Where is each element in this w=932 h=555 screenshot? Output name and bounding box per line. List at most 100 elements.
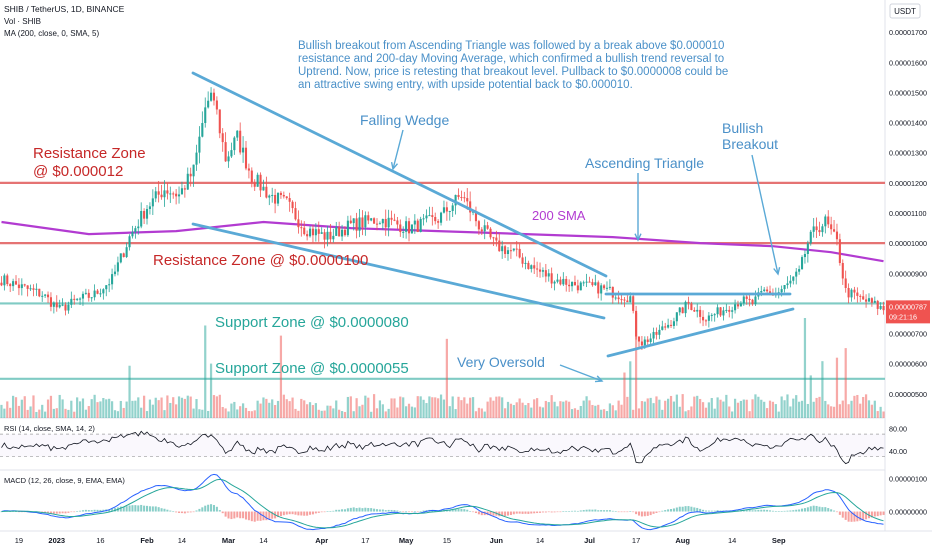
macd-histogram-bar <box>809 506 812 512</box>
volume-bar <box>349 396 352 418</box>
currency-button[interactable] <box>889 3 921 19</box>
rsi-band <box>0 434 885 457</box>
volume-bar <box>326 405 329 418</box>
macd-histogram-bar <box>847 511 850 522</box>
volume-bar <box>428 396 431 418</box>
macd-histogram-bar <box>518 511 521 514</box>
candle-body <box>151 198 154 207</box>
candle-body <box>856 292 859 296</box>
candle-body <box>419 218 422 233</box>
volume-bar <box>448 406 451 418</box>
volume-bar <box>576 409 579 418</box>
rsi-tick-label: 80.00 <box>889 424 907 433</box>
macd-histogram-bar <box>527 511 530 514</box>
rsi-tick-label: 40.00 <box>889 447 907 456</box>
candle-body <box>210 92 213 101</box>
macd-histogram-bar <box>865 511 868 520</box>
bullish-label: Bullish <box>722 120 763 136</box>
volume-bar <box>830 406 833 418</box>
macd-histogram-bar <box>364 507 367 512</box>
candle-body <box>96 290 99 294</box>
macd-histogram-bar <box>632 511 635 513</box>
candle-body <box>876 300 879 309</box>
volume-bar <box>626 396 629 418</box>
falling-wedge-arrow-head <box>390 161 399 171</box>
macd-histogram-bar <box>591 509 594 512</box>
candle-body <box>6 275 9 285</box>
candle-body <box>460 197 463 199</box>
time-tick-label: Sep <box>772 536 786 545</box>
candle-body <box>798 269 801 272</box>
volume-bar <box>189 396 192 418</box>
candle-body <box>678 307 681 313</box>
volume-bar <box>544 400 547 418</box>
volume-bar <box>763 401 766 418</box>
macd-histogram-bar <box>227 511 230 519</box>
volume-bar <box>832 406 836 418</box>
macd-histogram-bar <box>693 507 696 512</box>
volume-bar <box>783 400 786 418</box>
macd-histogram-bar <box>859 511 862 521</box>
candle-body <box>352 218 355 224</box>
candle-body <box>41 295 44 297</box>
candle-body <box>73 298 76 300</box>
volume-bar <box>870 404 874 418</box>
volume-bar <box>687 410 690 418</box>
macd-histogram-bar <box>600 510 603 512</box>
macd-histogram-bar <box>553 511 556 513</box>
volume-bar <box>646 398 649 418</box>
volume-bar <box>536 398 539 418</box>
candle-body <box>244 147 248 169</box>
macd-histogram-bar <box>605 510 609 512</box>
candle-body <box>186 173 189 190</box>
volume-bar <box>859 403 862 418</box>
currency-button-label[interactable]: USDT <box>894 7 916 16</box>
candle-body <box>393 219 396 221</box>
macd-histogram-bar <box>798 509 801 512</box>
macd-histogram-bar <box>204 505 207 512</box>
macd-histogram-bar <box>279 511 282 517</box>
candle-body <box>387 217 390 228</box>
volume-bar <box>393 398 396 418</box>
volume-bar <box>556 406 559 418</box>
candle-body <box>538 269 542 272</box>
candle-body <box>288 198 291 202</box>
volume-bars <box>0 313 885 418</box>
macd-histogram-bar <box>178 511 181 513</box>
volume-bar <box>573 408 577 418</box>
volume-bar <box>148 399 152 418</box>
volume-bar <box>696 395 699 418</box>
volume-bar <box>710 398 713 418</box>
macd-histogram-bar <box>492 511 495 516</box>
macd-histogram-bar <box>20 511 23 513</box>
macd-histogram-bar <box>390 509 393 512</box>
macd-histogram-bar <box>282 511 285 516</box>
candle-body <box>44 294 47 296</box>
candle-body <box>12 281 15 287</box>
macd-histogram-bar <box>108 509 111 512</box>
candle-body <box>585 281 588 283</box>
macd-histogram-bar <box>521 511 524 514</box>
macd-histogram-bar <box>99 509 102 512</box>
price-tick-label: 0.00001600 <box>889 58 927 67</box>
volume-bar <box>317 409 320 418</box>
macd-histogram-bar <box>323 511 326 513</box>
very-oversold-label: Very Oversold <box>457 354 545 370</box>
candle-body <box>250 170 253 183</box>
time-axis[interactable]: 19 2023 16 Feb 14 Mar 14 Apr 17 May 15 Jun 14 Jul 17 Au… <box>15 536 786 545</box>
macd-histogram-bar <box>637 511 641 516</box>
macd-histogram-bar <box>195 510 198 512</box>
volume-bar <box>591 404 594 418</box>
volume-bar <box>122 407 125 418</box>
volume-bar <box>582 400 585 418</box>
volume-bar <box>873 400 876 418</box>
macd-histogram-bar <box>830 509 833 512</box>
price-axis[interactable]: 0.00001700 0.00001600 0.00001500 0.00001400… <box>886 28 930 517</box>
countdown-label: 09:21:16 <box>889 312 917 321</box>
macd-histogram-bar <box>253 511 256 522</box>
macd-histogram-bar <box>0 511 3 513</box>
candle-body <box>643 339 646 346</box>
candle-body <box>439 212 443 223</box>
time-tick-label: Jul <box>584 536 595 545</box>
